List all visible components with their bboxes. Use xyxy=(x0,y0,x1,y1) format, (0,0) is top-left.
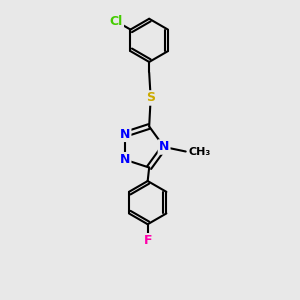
Text: F: F xyxy=(143,234,152,247)
Text: N: N xyxy=(120,128,130,141)
Text: CH₃: CH₃ xyxy=(188,146,210,157)
Text: S: S xyxy=(146,92,155,104)
Text: N: N xyxy=(120,153,130,166)
Text: Cl: Cl xyxy=(110,15,123,28)
Text: N: N xyxy=(159,140,169,154)
